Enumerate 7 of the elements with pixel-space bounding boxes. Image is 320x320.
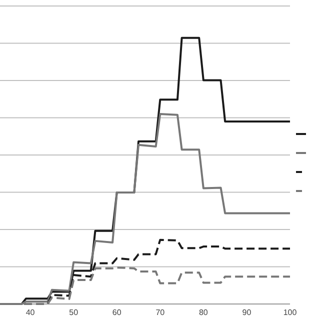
- x-tick-label: 60: [112, 308, 122, 317]
- x-tick-label: 100: [283, 308, 298, 317]
- x-tick-label: 70: [156, 308, 166, 317]
- x-tick-label: 40: [26, 308, 36, 317]
- x-tick-label: 80: [198, 308, 208, 317]
- x-tick-label: 90: [242, 308, 252, 317]
- x-tick-label: 50: [69, 308, 79, 317]
